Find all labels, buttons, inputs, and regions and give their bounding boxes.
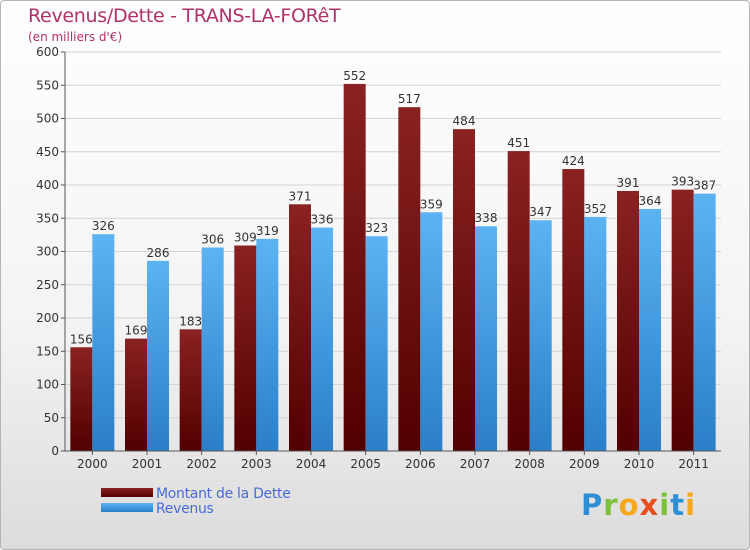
value-label-revenus: 326	[92, 219, 115, 233]
value-label-debt: 393	[671, 175, 694, 189]
y-tick-label: 550	[36, 78, 59, 92]
axis-layer: 0 50 100 150 200 250 300 350 400 450 500 550 600 2000…	[36, 45, 721, 471]
x-tick-label: 2006	[405, 457, 436, 471]
value-label-revenus: 306	[201, 233, 224, 247]
bar-revenus	[584, 216, 607, 451]
value-label-revenus: 359	[420, 197, 443, 211]
logo-letter: P	[581, 488, 604, 522]
value-label-debt: 391	[617, 176, 640, 190]
y-tick-label: 500	[36, 112, 59, 126]
value-label-revenus: 319	[256, 224, 279, 238]
value-label-debt: 552	[343, 69, 366, 83]
value-label-debt: 451	[507, 136, 530, 150]
bar-revenus	[256, 238, 279, 451]
value-label-debt: 309	[234, 231, 257, 245]
bars-layer	[70, 83, 716, 452]
y-tick-label: 200	[36, 311, 59, 325]
y-tick-label: 50	[44, 411, 59, 425]
bar-debt	[453, 129, 475, 451]
value-label-debt: 517	[398, 92, 421, 106]
value-labels-layer: 156 326 169 286 183 306 309 319 371 336 552 323 517 3…	[70, 69, 716, 346]
logo-letter: r	[603, 488, 619, 522]
y-tick-label: 600	[36, 45, 59, 59]
x-tick-label: 2010	[624, 457, 655, 471]
bar-revenus	[475, 226, 497, 451]
bar-debt	[125, 338, 147, 451]
x-tick-label: 2007	[460, 457, 491, 471]
bar-debt	[562, 169, 585, 452]
bar-revenus	[693, 193, 716, 451]
y-tick-label: 400	[36, 178, 59, 192]
bar-debt	[234, 245, 257, 451]
bar-revenus	[311, 227, 333, 451]
x-tick-label: 2005	[350, 457, 381, 471]
legend-swatch-revenus	[101, 503, 153, 512]
value-label-debt: 169	[125, 324, 148, 338]
bar-debt	[343, 83, 366, 452]
value-label-revenus: 286	[147, 246, 170, 260]
value-label-revenus: 352	[584, 202, 607, 216]
value-label-debt: 156	[70, 332, 93, 346]
logo-letter: i	[685, 488, 697, 522]
logo-letter: x	[639, 488, 660, 522]
x-tick-label: 2008	[514, 457, 545, 471]
x-tick-label: 2003	[241, 457, 272, 471]
value-label-revenus: 364	[639, 194, 662, 208]
proxiti-logo: Proxiti	[581, 488, 696, 522]
y-tick-label: 100	[36, 378, 59, 392]
bar-revenus	[529, 220, 552, 451]
bar-debt	[70, 347, 93, 451]
legend-swatch-debt	[101, 488, 153, 497]
value-label-revenus: 347	[529, 205, 552, 219]
grid-layer	[65, 51, 721, 419]
x-tick-label: 2002	[186, 457, 217, 471]
chart-subtitle: (en milliers d'€)	[28, 30, 123, 44]
logo-letter: o	[618, 488, 640, 522]
value-label-debt: 371	[289, 189, 312, 203]
y-tick-label: 350	[36, 211, 59, 225]
bar-debt	[179, 329, 202, 451]
x-tick-label: 2001	[132, 457, 163, 471]
x-tick-label: 2000	[77, 457, 108, 471]
value-label-revenus: 338	[475, 211, 498, 225]
y-tick-label: 150	[36, 344, 59, 358]
bar-debt	[671, 189, 694, 451]
bar-revenus	[201, 247, 224, 451]
value-label-revenus: 323	[365, 221, 388, 235]
value-label-debt: 424	[562, 154, 585, 168]
bar-revenus	[420, 212, 443, 451]
legend-label-debt: Montant de la Dette	[156, 486, 291, 502]
y-tick-label: 250	[36, 278, 59, 292]
y-tick-label: 300	[36, 245, 59, 259]
bar-debt	[289, 204, 311, 451]
bar-revenus	[639, 208, 661, 451]
bar-debt	[398, 107, 421, 451]
y-tick-label: 0	[51, 444, 59, 458]
bar-debt	[507, 151, 530, 451]
logo-letter: i	[659, 488, 671, 522]
bar-debt	[617, 190, 639, 452]
value-label-revenus: 387	[693, 179, 716, 193]
value-label-revenus: 336	[311, 213, 334, 227]
x-tick-label: 2009	[569, 457, 600, 471]
value-label-debt: 183	[179, 314, 202, 328]
legend-label-revenus: Revenus	[156, 501, 214, 517]
bar-revenus	[365, 236, 388, 451]
y-tick-label: 450	[36, 145, 59, 159]
logo-letter: t	[670, 488, 686, 522]
chart-title: Revenus/Dette - TRANS-LA-FORêT	[28, 5, 341, 27]
x-tick-label: 2011	[678, 457, 709, 471]
bar-revenus	[92, 234, 115, 451]
bar-revenus	[147, 260, 169, 451]
value-label-debt: 484	[453, 114, 476, 128]
x-tick-label: 2004	[296, 457, 327, 471]
